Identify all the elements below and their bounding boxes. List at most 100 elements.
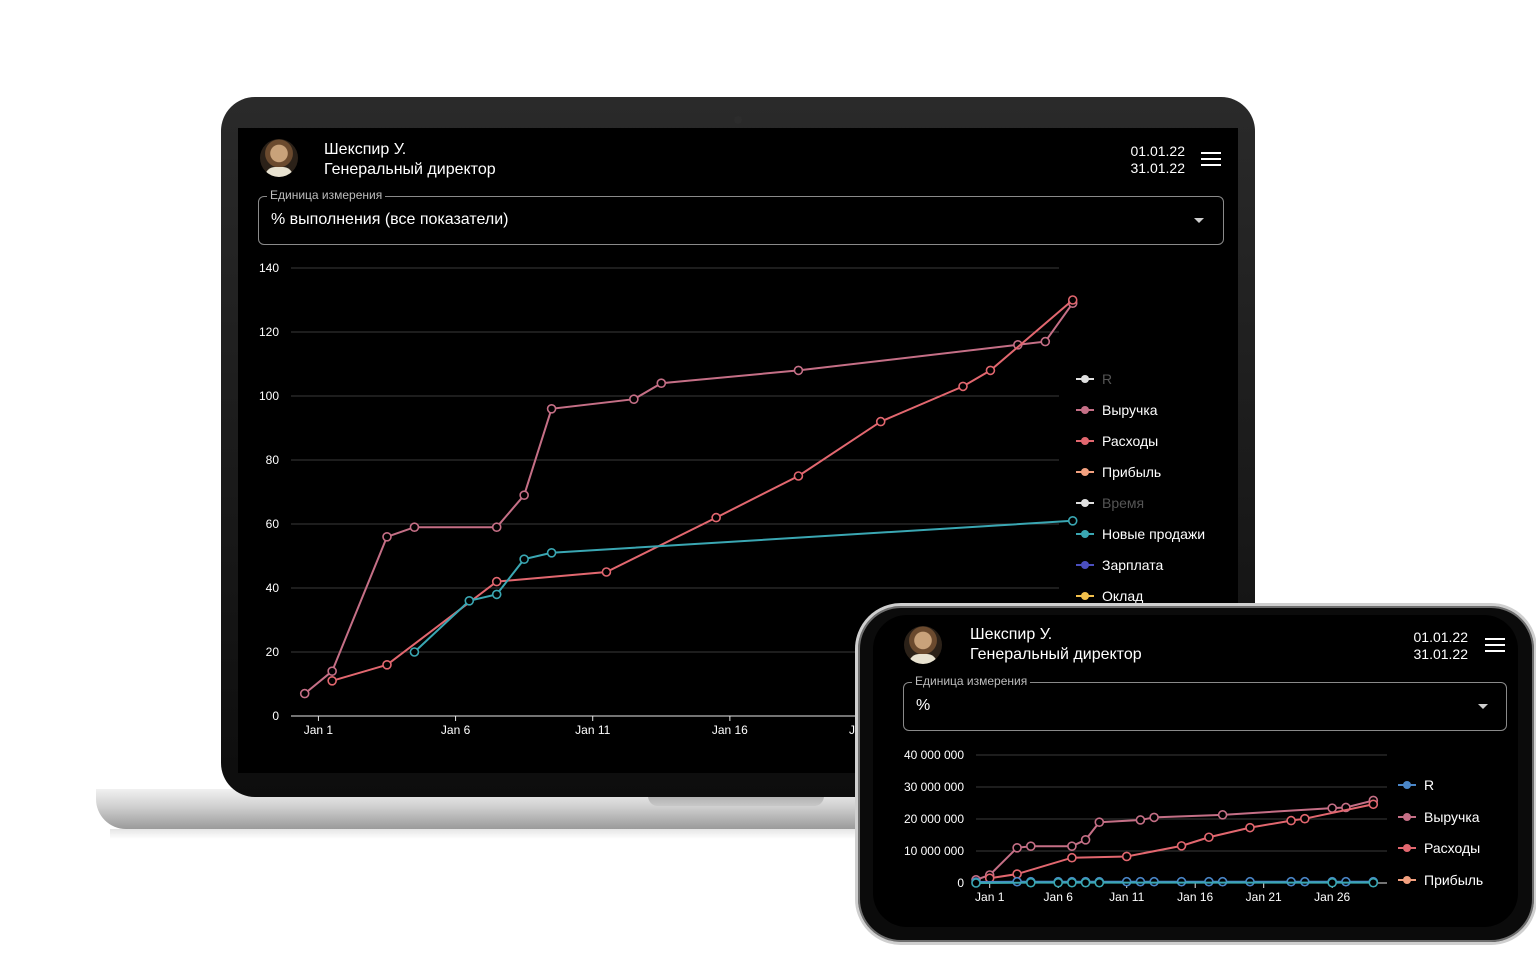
legend-item[interactable]: Расходы: [1398, 840, 1480, 856]
data-point[interactable]: [1121, 851, 1132, 862]
avatar[interactable]: [904, 626, 942, 664]
legend-item[interactable]: Оклад: [1076, 588, 1143, 604]
legend-marker-icon: [1076, 404, 1094, 416]
data-point[interactable]: [491, 576, 502, 587]
data-point[interactable]: [1327, 803, 1338, 813]
legend-item[interactable]: Расходы: [1076, 433, 1158, 449]
chart-legend: R Выручка Расходы Прибыль: [1398, 777, 1516, 888]
data-point[interactable]: [1368, 877, 1379, 888]
data-point[interactable]: [711, 512, 721, 523]
data-point[interactable]: [519, 490, 529, 500]
y-tick-label: 120: [259, 325, 279, 339]
user-name: Шекспир У.: [970, 626, 1053, 643]
chevron-down-icon[interactable]: [1194, 218, 1204, 223]
legend-item[interactable]: Время: [1076, 495, 1144, 511]
data-point[interactable]: [491, 589, 502, 600]
legend-label: Выручка: [1424, 808, 1480, 825]
data-point[interactable]: [1067, 515, 1078, 526]
data-point[interactable]: [464, 595, 475, 606]
y-tick-label: 30 000 000: [904, 780, 964, 794]
data-point[interactable]: [1026, 877, 1036, 888]
y-tick-label: 10 000 000: [904, 844, 964, 858]
y-tick-label: 100: [259, 389, 279, 403]
legend-item[interactable]: Новые продажи: [1076, 526, 1205, 542]
legend-item[interactable]: Прибыль: [1398, 872, 1483, 888]
data-point[interactable]: [629, 394, 639, 404]
data-point[interactable]: [1204, 832, 1214, 843]
legend-item[interactable]: Зарплата: [1076, 557, 1163, 573]
x-tick-label: Jan 16: [1177, 890, 1213, 904]
avatar[interactable]: [260, 139, 298, 177]
data-point[interactable]: [1067, 877, 1077, 888]
chevron-down-icon[interactable]: [1478, 704, 1488, 709]
data-point[interactable]: [491, 522, 502, 533]
data-point[interactable]: [1080, 835, 1091, 845]
data-point[interactable]: [1135, 815, 1146, 825]
unit-select[interactable]: % выполнения (все показатели): [258, 196, 1224, 245]
data-point[interactable]: [656, 378, 667, 388]
data-point[interactable]: [1368, 799, 1379, 810]
legend-item[interactable]: Выручка: [1076, 402, 1158, 418]
data-point[interactable]: [1067, 841, 1077, 851]
data-point[interactable]: [1149, 812, 1159, 823]
data-point[interactable]: [1012, 869, 1022, 879]
menu-icon[interactable]: [1485, 638, 1505, 654]
data-point[interactable]: [875, 416, 886, 427]
legend-label: Прибыль: [1424, 871, 1484, 888]
date-range[interactable]: 01.01.22 31.01.22: [1414, 629, 1469, 663]
data-point[interactable]: [327, 675, 337, 686]
data-point[interactable]: [1012, 876, 1022, 887]
data-point[interactable]: [1026, 841, 1036, 851]
data-point[interactable]: [1067, 295, 1078, 305]
data-point[interactable]: [1327, 877, 1338, 888]
menu-icon[interactable]: [1201, 152, 1221, 168]
data-point[interactable]: [971, 878, 981, 888]
date-to: 31.01.22: [1413, 646, 1469, 662]
data-point[interactable]: [409, 522, 420, 533]
data-point[interactable]: [601, 567, 612, 577]
value-chart: 0 10 000 000 20 000 000 30 000 000 40 000 00…: [904, 748, 1387, 904]
date-range[interactable]: 01.01.22 31.01.22: [1131, 143, 1186, 177]
legend-item[interactable]: R: [1398, 777, 1434, 793]
data-point[interactable]: [382, 659, 392, 670]
y-tick-label: 80: [266, 453, 280, 467]
legend-item[interactable]: Выручка: [1398, 809, 1480, 825]
data-point[interactable]: [958, 381, 968, 392]
data-point[interactable]: [1094, 817, 1105, 827]
data-point[interactable]: [1067, 852, 1077, 863]
y-tick-label: 40: [266, 581, 280, 595]
data-point[interactable]: [1053, 877, 1063, 888]
unit-select[interactable]: %: [903, 682, 1507, 731]
data-point[interactable]: [1176, 841, 1187, 851]
data-point[interactable]: [546, 404, 557, 414]
data-point[interactable]: [1080, 877, 1091, 888]
date-from: 01.01.22: [1413, 629, 1469, 645]
legend-label: Новые продажи: [1102, 526, 1206, 542]
data-point[interactable]: [1286, 815, 1296, 826]
data-point[interactable]: [1217, 810, 1228, 820]
legend-marker-icon: [1076, 590, 1094, 602]
data-point[interactable]: [1012, 843, 1022, 853]
data-point[interactable]: [1299, 813, 1310, 824]
data-point[interactable]: [1094, 877, 1105, 888]
legend-item[interactable]: R: [1076, 371, 1112, 387]
legend-label: Расходы: [1424, 840, 1481, 856]
data-point[interactable]: [985, 365, 996, 376]
data-point[interactable]: [409, 647, 420, 657]
data-point[interactable]: [299, 688, 310, 699]
data-point[interactable]: [382, 531, 392, 542]
data-point[interactable]: [519, 554, 529, 565]
data-point[interactable]: [793, 365, 804, 376]
legend-label: Расходы: [1102, 433, 1159, 449]
x-tick-label: Jan 11: [1109, 890, 1144, 904]
data-point[interactable]: [546, 547, 557, 558]
y-tick-label: 60: [266, 517, 280, 531]
user-role: Генеральный директор: [324, 161, 496, 178]
data-point[interactable]: [1040, 336, 1051, 347]
data-point[interactable]: [1245, 822, 1255, 833]
data-point[interactable]: [327, 666, 337, 677]
legend-marker-icon: [1398, 779, 1416, 791]
legend-item[interactable]: Прибыль: [1076, 464, 1161, 480]
user-role: Генеральный директор: [970, 646, 1142, 663]
data-point[interactable]: [793, 471, 804, 481]
